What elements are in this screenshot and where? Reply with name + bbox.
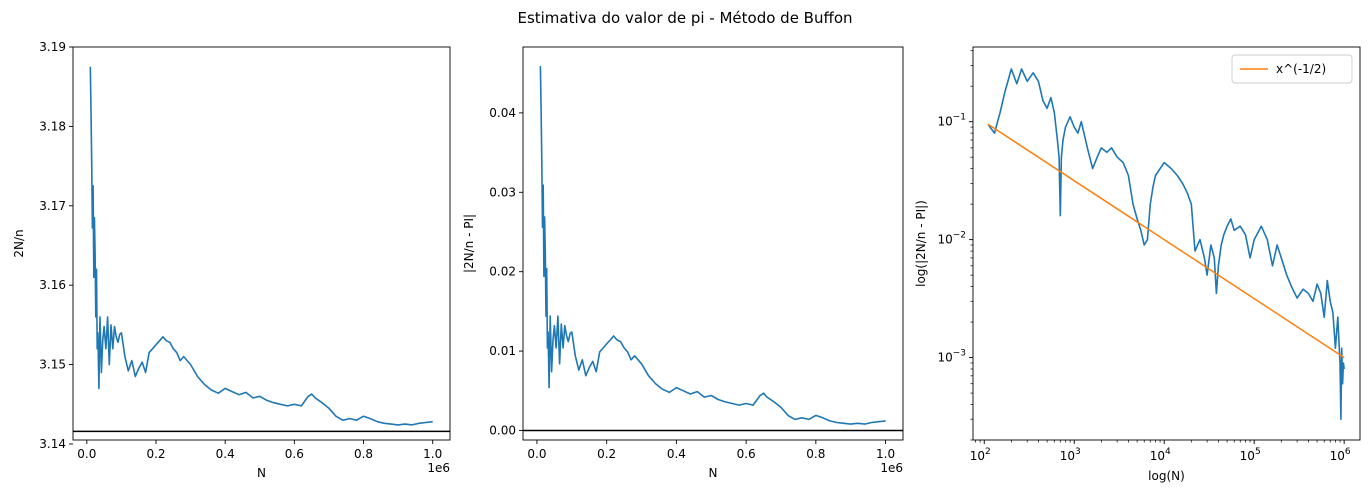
x-tick-label: 0.8 [354, 447, 373, 461]
x-axis-label: N [257, 466, 266, 480]
plot-area [523, 66, 903, 432]
x-tick-label: 0.2 [597, 447, 616, 461]
series-line-1 [89, 66, 433, 426]
y-tick-label: 0.04 [489, 106, 516, 120]
axes-frame [72, 46, 451, 441]
x-tick-label: 0.6 [285, 447, 304, 461]
axes-frame [972, 46, 1361, 441]
x-tick-label: 0.2 [146, 447, 165, 461]
plot-area [73, 66, 450, 433]
y-tick-label: 3.19 [39, 40, 66, 54]
y-tick-label: 10−1 [937, 113, 966, 129]
y-tick-label: 10−3 [937, 349, 966, 365]
y-tick-label: 3.15 [39, 358, 66, 372]
series-line-1 [987, 68, 1345, 421]
x-tick-label: 102 [970, 447, 991, 463]
x-tick-label: 0.0 [77, 447, 96, 461]
x-tick-label: 0.4 [667, 447, 686, 461]
axes-frame [522, 46, 904, 441]
panel-2n-over-n: 0.0 0.2 0.4 0.6 0.8 1.0 3.14 3.15 3.16 3.17 3.18 3.… [12, 40, 451, 480]
y-tick-label: 0.01 [489, 344, 516, 358]
x-tick-label: 103 [1060, 447, 1081, 463]
figure-title: Estimativa do valor de pi - Método de Bu… [517, 9, 852, 27]
x-tick-label: 105 [1240, 447, 1261, 463]
x-tick-label: 0.4 [216, 447, 235, 461]
x-axis-label: log(N) [1148, 469, 1185, 483]
x-tick-label: 1.0 [423, 447, 442, 461]
x-tick-label: 0.0 [527, 447, 546, 461]
x-offset-label: 1e6 [427, 461, 450, 475]
panel-absolute-error: 0.0 0.2 0.4 0.6 0.8 1.0 0.00 0.01 0.02 0.03 0.04 N |… [462, 46, 904, 480]
series-line-1 [539, 66, 886, 425]
x-tick-label: 1.0 [876, 447, 895, 461]
plot-area [987, 68, 1345, 421]
y-tick-label: 3.18 [39, 119, 66, 133]
y-axis-label: log(|2N/n - PI|) [914, 200, 928, 287]
y-axis-label: |2N/n - PI| [462, 214, 476, 273]
x-tick-label: 104 [1150, 447, 1171, 463]
y-tick-label: 3.17 [39, 199, 66, 213]
legend-box [1231, 54, 1353, 84]
y-tick-label: 3.14 [39, 437, 66, 451]
y-tick-label: 0.02 [489, 265, 516, 279]
x-offset-label: 1e6 [880, 461, 903, 475]
x-axis-label: N [709, 466, 718, 480]
y-tick-label: 10−2 [937, 231, 966, 247]
series-line-2 [987, 123, 1345, 359]
x-tick-label: 0.8 [806, 447, 825, 461]
x-tick-label: 106 [1330, 447, 1351, 463]
y-tick-label: 0.00 [489, 423, 516, 437]
y-tick-label: 0.03 [489, 185, 516, 199]
panel-log-log-error: 102 103 104 105 106 10−3 10−2 10−1 log(N) log(|2N… [914, 46, 1361, 483]
y-axis-label: 2N/n [12, 229, 26, 257]
legend-label: x^(-1/2) [1276, 62, 1326, 76]
y-tick-label: 3.16 [39, 278, 66, 292]
x-tick-label: 0.6 [737, 447, 756, 461]
